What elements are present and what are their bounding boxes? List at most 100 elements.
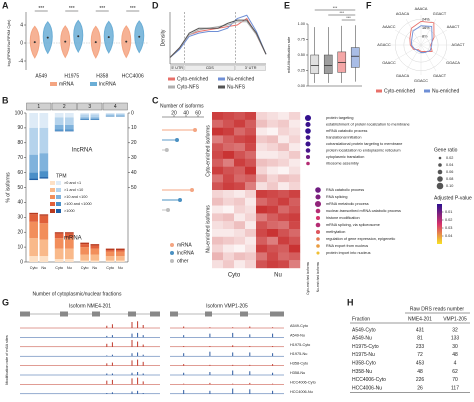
- heat-cell: [223, 229, 235, 237]
- x-tick-label: H358: [96, 73, 108, 79]
- heat-cell: [212, 119, 224, 128]
- heat-cell: [234, 143, 246, 152]
- legend-label: >0 and <1: [64, 181, 81, 185]
- table-cell: H358-Nu: [352, 369, 372, 375]
- heat-cell: [267, 205, 279, 214]
- term-label: establishment of protein localization to…: [326, 123, 410, 127]
- bar-segment: [29, 238, 38, 257]
- bar-segment: [54, 233, 64, 239]
- category-label: AAACA: [415, 7, 428, 11]
- heat-cell: [234, 244, 246, 253]
- bar-segment: [65, 238, 74, 249]
- heat-cell: [245, 166, 257, 175]
- significance: ***: [99, 6, 105, 12]
- bar-segment: [116, 113, 125, 114]
- lollipop-dot: [164, 148, 169, 152]
- heat-cell: [256, 182, 268, 191]
- heat-cell: [245, 221, 257, 230]
- heat-cell: [212, 221, 224, 230]
- heat-cell: [234, 182, 246, 191]
- heat-cell: [267, 127, 279, 136]
- lollipop-dot: [193, 128, 197, 132]
- bar-segment: [54, 129, 64, 131]
- category-label: AGACA: [396, 12, 410, 16]
- heat-cell: [267, 190, 279, 198]
- legend-swatch: [168, 85, 175, 89]
- legend-swatch: [218, 77, 225, 81]
- heat-cell: [289, 260, 301, 269]
- heat-cell: [256, 205, 268, 214]
- median: [64, 40, 67, 43]
- size-legend-dot: [437, 169, 443, 175]
- legend-swatch: [56, 209, 61, 213]
- heat-cell: [234, 260, 246, 269]
- heat-cell: [223, 205, 235, 214]
- term-dot: [305, 148, 311, 153]
- term-label: mRNA splicing, via spliceosome: [326, 223, 380, 227]
- heat-cell: [256, 135, 268, 144]
- legend-swatch: [50, 188, 55, 192]
- bar-segment: [80, 117, 89, 119]
- significance: ***: [69, 6, 75, 12]
- heat-cell: [245, 197, 257, 206]
- table-cell: 70: [452, 377, 458, 383]
- term-label: RNA splicing: [326, 195, 348, 199]
- legend-label: lncRNA: [99, 81, 117, 87]
- y-tick-label: 80: [17, 140, 23, 146]
- heat-cell: [267, 221, 279, 230]
- spoke: [394, 44, 422, 61]
- heat-cell: [223, 174, 235, 183]
- legend-swatch: [168, 77, 175, 81]
- bar-segment: [80, 113, 89, 115]
- heat-cell: [267, 119, 279, 128]
- heat-cell: [212, 182, 224, 191]
- legend-swatch: [56, 202, 61, 206]
- bar-segment: [105, 250, 115, 252]
- legend-swatch: [56, 188, 61, 192]
- heat-cell: [234, 221, 246, 230]
- x-tick-label: A549: [35, 73, 47, 79]
- table-cell: 26: [417, 385, 423, 391]
- y-tick-label: 30: [17, 215, 23, 221]
- heat-cell: [289, 205, 301, 214]
- heat-cell: [267, 252, 279, 261]
- legend-swatch: [50, 202, 55, 206]
- heat-cell: [223, 143, 235, 152]
- heat-cell: [223, 213, 235, 222]
- bar-segment: [80, 254, 89, 261]
- y2-tick-label: 20: [131, 140, 137, 146]
- legend-swatch: [376, 89, 382, 93]
- bar-segment: [65, 233, 74, 239]
- term-dot: [305, 154, 311, 160]
- bar-segment: [90, 114, 100, 118]
- heat-cell: [234, 127, 246, 136]
- heat-cell: [212, 205, 224, 214]
- bar-segment: [105, 248, 115, 251]
- heat-cell: [289, 236, 301, 245]
- heat-cell: [212, 174, 224, 183]
- term-dot: [315, 222, 321, 228]
- lollipop-dot: [175, 138, 179, 142]
- heat-cell: [256, 236, 268, 245]
- table-cell: 431: [416, 327, 425, 333]
- heat-cell: [256, 174, 268, 183]
- heat-cell: [234, 190, 246, 198]
- heat-cell: [278, 236, 290, 245]
- table-cell: H1975-Nu: [352, 352, 375, 358]
- bar-segment: [29, 214, 38, 222]
- x-tick-label: Nu: [118, 266, 123, 270]
- exon: [150, 311, 160, 317]
- size-legend-label: 0.06: [446, 170, 453, 174]
- heat-cell: [234, 174, 246, 183]
- bar-segment: [116, 250, 125, 252]
- heat-cell: [245, 213, 257, 222]
- heat-cell: [256, 229, 268, 237]
- heat-cell: [245, 158, 257, 167]
- y-axis-label: Density: [160, 29, 166, 46]
- region-label: 5' UTR: [171, 66, 183, 70]
- term-dot: [305, 128, 311, 134]
- heat-cell: [256, 260, 268, 269]
- exon: [60, 311, 68, 317]
- category-label: GGACC: [414, 79, 428, 83]
- heat-cell: [278, 221, 290, 230]
